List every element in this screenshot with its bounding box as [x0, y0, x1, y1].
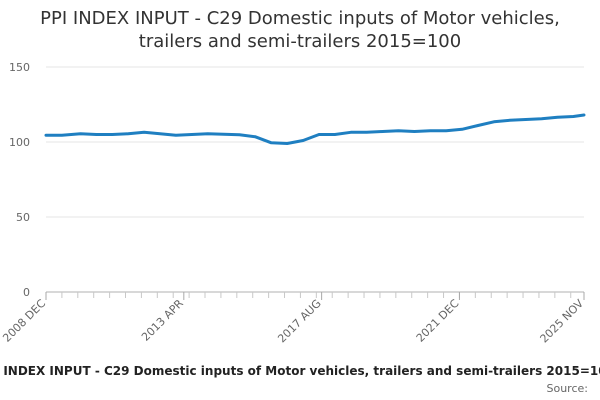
data-point[interactable] — [190, 133, 193, 136]
data-point[interactable] — [572, 115, 575, 118]
x-tick-label: 2008 DEC — [0, 297, 48, 345]
data-point[interactable] — [349, 131, 352, 134]
data-point[interactable] — [222, 133, 225, 136]
data-point[interactable] — [111, 133, 114, 136]
data-point[interactable] — [460, 128, 464, 131]
y-axis: 0 50 100 150 — [9, 61, 30, 299]
chart-title-line-2: trailers and semi-trailers 2015=100 — [139, 31, 461, 52]
data-point[interactable] — [582, 113, 586, 117]
x-axis: 2008 DEC 2013 APR 2017 AUG 2021 DEC 2025 NOV — [0, 292, 586, 346]
data-point[interactable] — [556, 116, 559, 119]
data-point[interactable] — [238, 133, 241, 136]
data-point[interactable] — [301, 139, 305, 142]
data-point[interactable] — [429, 129, 432, 132]
series-layer — [44, 113, 586, 145]
data-point[interactable] — [365, 131, 368, 134]
legend-label: PPI INDEX INPUT - C29 Domestic inputs of… — [0, 364, 600, 378]
legend[interactable]: PPI INDEX INPUT - C29 Domestic inputs of… — [0, 364, 600, 378]
data-point[interactable] — [44, 134, 48, 137]
x-tick-label: 2021 DEC — [414, 297, 462, 345]
data-point[interactable] — [286, 142, 289, 145]
series-line[interactable] — [44, 113, 586, 145]
data-point[interactable] — [397, 129, 400, 132]
source-label: Source: — [547, 382, 589, 395]
x-tick-label: 2013 APR — [139, 297, 186, 344]
gridlines — [46, 66, 584, 293]
data-point[interactable] — [445, 129, 448, 132]
data-point[interactable] — [127, 132, 130, 135]
data-point[interactable] — [158, 132, 162, 135]
chart-title-line-1: PPI INDEX INPUT - C29 Domestic inputs of… — [40, 8, 560, 29]
data-point[interactable] — [60, 134, 64, 137]
data-point[interactable] — [79, 132, 82, 135]
data-point[interactable] — [142, 131, 146, 134]
y-tick-label: 50 — [16, 211, 30, 224]
data-point[interactable] — [254, 135, 257, 138]
data-point[interactable] — [174, 134, 178, 137]
data-point[interactable] — [413, 130, 416, 133]
x-tick-label: 2017 AUG — [275, 297, 324, 346]
y-tick-label: 100 — [9, 136, 30, 149]
data-point[interactable] — [508, 119, 511, 122]
data-point[interactable] — [540, 117, 543, 121]
data-point[interactable] — [476, 124, 480, 127]
data-point[interactable] — [381, 130, 384, 133]
data-point[interactable] — [270, 141, 273, 144]
x-tick-label: 2025 NOV — [538, 297, 587, 346]
y-tick-label: 0 — [23, 286, 30, 299]
data-point[interactable] — [206, 132, 209, 135]
data-point[interactable] — [492, 120, 496, 124]
data-point[interactable] — [95, 133, 98, 136]
data-point[interactable] — [524, 118, 527, 121]
y-tick-label: 150 — [9, 61, 30, 74]
data-point[interactable] — [333, 133, 337, 136]
data-point[interactable] — [317, 133, 321, 136]
